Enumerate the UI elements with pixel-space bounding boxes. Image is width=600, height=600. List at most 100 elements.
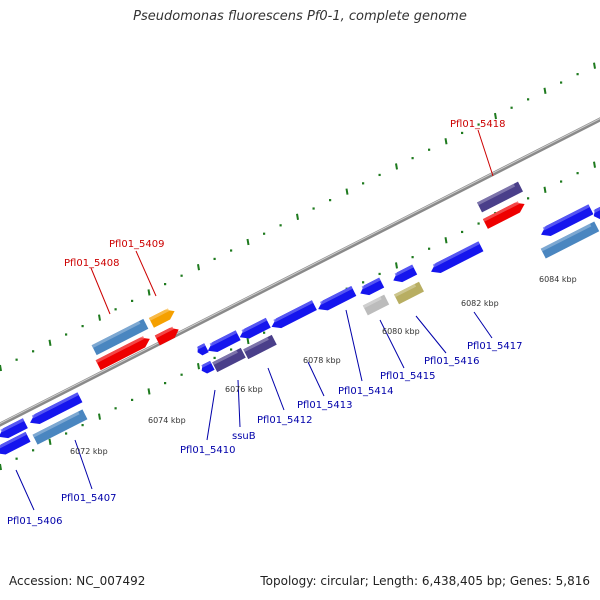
tick-dot	[180, 373, 183, 376]
tick-dot	[362, 182, 365, 185]
tick-dot	[263, 232, 266, 235]
gene-highlight	[319, 286, 353, 305]
gene-label-reverse: Pfl01_5414	[338, 386, 394, 397]
tick-dot	[65, 333, 68, 336]
tick-dot	[477, 123, 480, 126]
gene-highlight	[243, 337, 269, 353]
gene-ssub	[212, 347, 246, 373]
gene-body	[0, 431, 31, 455]
gene-label-reverse: Pfl01_5407	[61, 493, 117, 504]
gene-body	[148, 309, 175, 328]
tick-dot	[213, 356, 216, 360]
topology-text: Topology: circular; Length: 6,438,405 bp…	[260, 574, 590, 588]
tick-dot	[576, 73, 579, 76]
gene-5416-upper	[393, 264, 418, 283]
gene-highlight	[209, 330, 238, 347]
gene-body	[0, 418, 28, 439]
gene-body	[477, 181, 523, 213]
gene-label-reverse: Pfl01_5415	[380, 371, 436, 382]
gene-body	[32, 409, 88, 445]
gene-body	[393, 264, 418, 283]
gene-highlight	[0, 418, 25, 433]
tick-label: 6082 kbp	[461, 299, 499, 308]
tick-label: 6078 kbp	[303, 356, 341, 365]
gene-pfl01-5410	[201, 360, 215, 374]
gene-right-2	[540, 221, 600, 259]
gene-body	[318, 286, 357, 311]
leader-line	[379, 319, 405, 369]
gene-body	[541, 204, 594, 236]
tick-dot	[312, 207, 315, 210]
tick-dot	[411, 157, 414, 160]
gene-pfl01-5406	[0, 431, 31, 455]
gene-5412-upper	[239, 317, 271, 339]
gene-highlight	[0, 431, 27, 449]
tick-dot	[362, 281, 365, 284]
gene-highlight	[477, 183, 516, 206]
tick-dot	[15, 358, 18, 361]
tick-dot	[230, 348, 233, 351]
gene-pfl01-5416	[394, 281, 424, 305]
gene-body	[30, 392, 83, 424]
tick-mark	[147, 289, 151, 296]
gene-highlight	[95, 336, 145, 363]
tick-dot	[81, 325, 84, 328]
tick-dot	[164, 382, 167, 385]
tick-dot	[180, 274, 183, 277]
leader-line	[415, 315, 447, 354]
tick-mark	[494, 112, 497, 120]
gene-pfl01-5409	[154, 326, 179, 346]
gene-body	[431, 241, 484, 273]
gene-left-2	[30, 392, 83, 424]
gene-small-1	[196, 343, 209, 356]
tick-dot	[114, 407, 117, 410]
gene-highlight	[593, 204, 600, 213]
tick-dot	[230, 249, 233, 252]
gene-body	[212, 347, 246, 373]
tick-dot	[131, 398, 134, 402]
tick-dot	[560, 81, 563, 84]
gene-body	[91, 318, 149, 356]
gene-highlight	[362, 296, 382, 309]
gene-label-forward: Pfl01_5409	[109, 239, 165, 250]
label-leader-lines	[15, 129, 494, 511]
gene-highlight	[91, 321, 141, 348]
gene-highlight	[154, 326, 174, 339]
tick-dot	[461, 230, 464, 234]
leader-line	[135, 250, 157, 297]
tick-mark	[593, 62, 596, 69]
gene-highlight	[201, 360, 212, 368]
tick-mark	[48, 339, 52, 346]
gene-pfl01-5417	[431, 241, 484, 273]
tick-dot	[32, 350, 35, 353]
accession-text: Accession: NC_007492	[9, 574, 146, 588]
tick-dot	[81, 424, 84, 427]
gene-body	[540, 221, 600, 259]
tick-dot	[527, 197, 530, 200]
gene-body	[271, 300, 317, 329]
tick-mark	[444, 237, 448, 244]
gene-body	[239, 317, 271, 339]
tick-dot	[576, 172, 579, 175]
gene-5415-upper	[360, 277, 385, 296]
gene-highlight	[241, 317, 268, 333]
gene-highlight	[394, 283, 417, 298]
gene-pfl01-5414	[318, 286, 357, 311]
leader-line	[15, 469, 35, 511]
backbone-highlight	[0, 117, 600, 425]
gene-highlight	[540, 223, 592, 252]
tick-mark	[593, 161, 596, 168]
gene-pfl01-5409-upper	[148, 308, 175, 328]
tick-dot	[428, 148, 431, 151]
tick-mark	[246, 337, 250, 345]
tick-mark	[98, 314, 101, 321]
outer-forward-dots	[0, 62, 596, 372]
tick-dot	[32, 449, 35, 452]
gene-highlight	[482, 201, 520, 222]
tick-dot	[477, 222, 480, 225]
tick-label: 6076 kbp	[225, 385, 263, 394]
gene-highlight	[273, 300, 314, 323]
dotted-guide-lines	[0, 62, 596, 471]
gene-highlight	[148, 308, 170, 321]
tick-dot	[131, 299, 134, 303]
